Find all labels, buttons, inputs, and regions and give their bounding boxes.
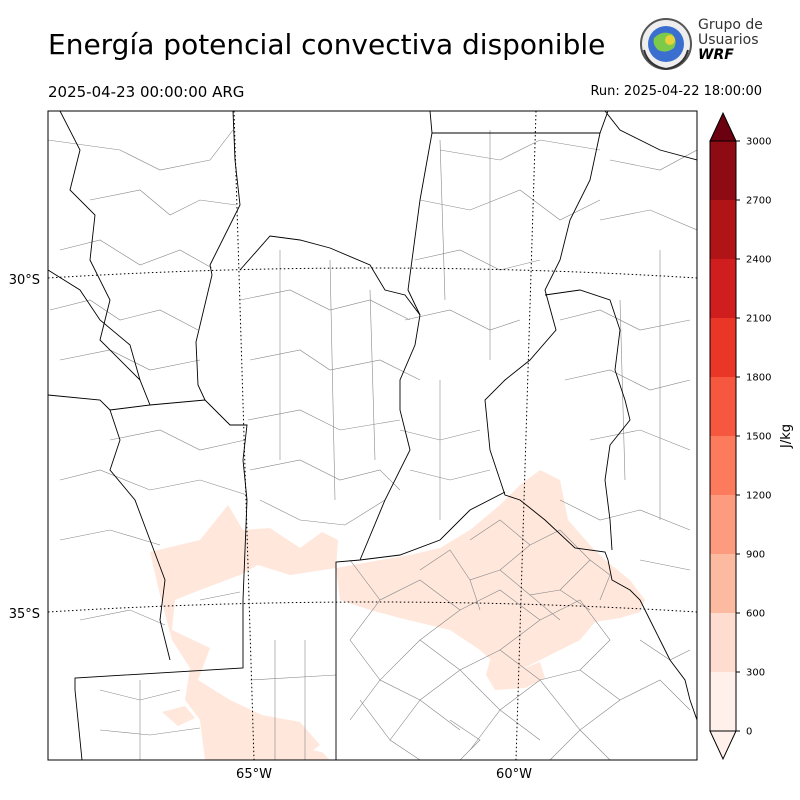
run-time: Run: 2025-04-22 18:00:00: [590, 84, 762, 99]
map-background: [48, 111, 697, 760]
cape-area-patch: [258, 746, 330, 760]
cape-area-southwest: [162, 706, 195, 726]
colorbar: 0 300 600 900 1200 1500 1800 2100 2400 2700 3000: [709, 111, 771, 761]
boundary-santiago: [239, 235, 421, 561]
chart-title: Energía potencial convectiva disponible: [48, 28, 606, 61]
logo-line-2: Usuarios: [698, 32, 759, 48]
meridian-65w: [233, 111, 255, 760]
boundary-sanluis-mendoza: [109, 409, 171, 661]
boundary-cordoba-west: [74, 399, 248, 760]
province-boundaries: [48, 111, 697, 760]
colorbar-segment: [710, 318, 736, 377]
colorbar-segment: [710, 613, 736, 672]
cape-field: [150, 470, 645, 760]
map-area: [48, 111, 697, 760]
boundary-buenos-aires: [335, 491, 506, 760]
colorbar-segment: [710, 377, 736, 436]
colorbar-tick-label: 300: [746, 668, 765, 679]
colorbar-tick-label: 1800: [746, 373, 771, 384]
boundary-entre-rios: [544, 289, 631, 551]
colorbar-segment: [710, 200, 736, 259]
colorbar-segment: [710, 259, 736, 318]
colorbar-segment: [710, 554, 736, 613]
graticule: [48, 111, 697, 760]
colorbar-segment: [710, 141, 736, 200]
colorbar-tick-label: 2400: [746, 255, 771, 266]
parallel-30s: [48, 267, 697, 279]
lon-label-65w: 65°W: [236, 767, 272, 782]
department-boundaries: [48, 129, 697, 760]
colorbar-tick-label: 600: [746, 609, 765, 620]
colorbar-tick-label: 2100: [746, 314, 771, 325]
logo-line-3: WRF: [698, 47, 734, 63]
parallel-35s: [48, 601, 697, 613]
colorbar-tick-label: 3000: [746, 137, 771, 148]
boundary-north-west: [48, 269, 141, 381]
cape-area-west: [150, 505, 338, 760]
colorbar-tick-label: 1200: [746, 491, 771, 502]
colorbar-segment: [710, 672, 736, 731]
boundary-santa-fe: [484, 132, 609, 561]
colorbar-tick-label: 2700: [746, 196, 771, 207]
boundary-west-andes: [48, 111, 151, 411]
boundary-santa-fe-east: [429, 111, 609, 134]
map-frame: [47, 110, 698, 761]
colorbar-tick-label: 0: [746, 727, 752, 738]
colorbar-tick-label: 900: [746, 550, 765, 561]
lon-label-60w: 60°W: [496, 767, 532, 782]
boundary-santa-fe-west: [407, 132, 433, 316]
lat-label-35s: 35°S: [9, 607, 40, 622]
globe-icon: [640, 18, 692, 71]
cape-area-south: [486, 660, 545, 690]
lat-label-30s: 30°S: [9, 273, 40, 288]
meridian-60w: [515, 111, 537, 760]
colorbar-segment: [710, 495, 736, 554]
logo-line-1: Grupo de: [698, 17, 763, 33]
colorbar-segment: [710, 436, 736, 495]
valid-time: 2025-04-23 00:00:00 ARG: [48, 83, 245, 101]
boundary-uruguay-river: [604, 111, 697, 161]
coastline-rio-de-la-plata: [607, 559, 697, 721]
colorbar-extend-min: [709, 730, 737, 761]
cape-area-central: [336, 470, 645, 670]
colorbar-tick-label: 1500: [746, 432, 771, 443]
colorbar-unit-label: J/kg: [779, 424, 794, 449]
wrf-group-logo: Grupo de Usuarios WRF: [638, 16, 768, 72]
colorbar-extend-max: [709, 111, 737, 142]
